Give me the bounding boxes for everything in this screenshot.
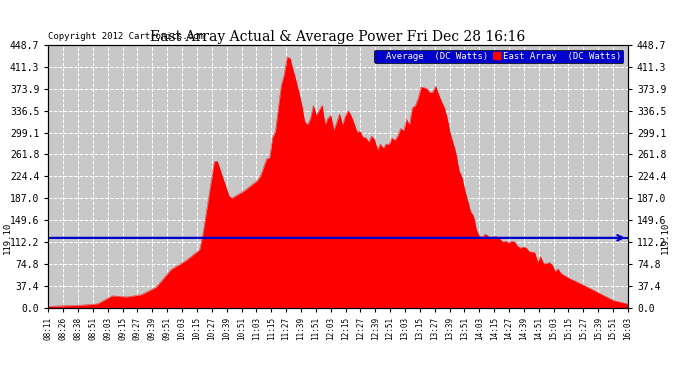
Text: 119.10: 119.10 bbox=[661, 222, 670, 254]
Title: East Array Actual & Average Power Fri Dec 28 16:16: East Array Actual & Average Power Fri De… bbox=[150, 30, 526, 44]
Legend: Average  (DC Watts), East Array  (DC Watts): Average (DC Watts), East Array (DC Watts… bbox=[374, 50, 623, 63]
Text: 119.10: 119.10 bbox=[3, 222, 12, 254]
Text: Copyright 2012 Cartronics.com: Copyright 2012 Cartronics.com bbox=[48, 32, 204, 41]
